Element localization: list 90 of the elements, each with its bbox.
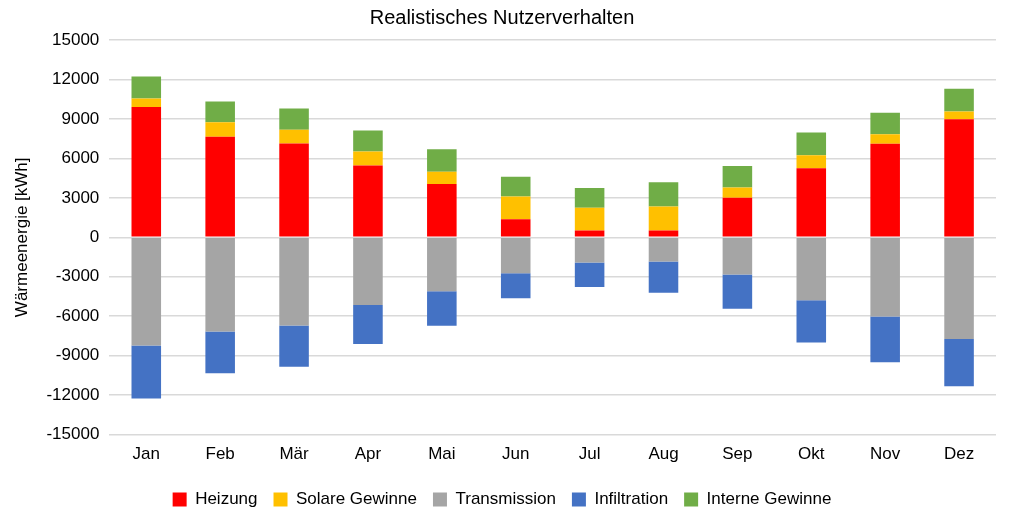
bar bbox=[648, 182, 679, 207]
bar bbox=[796, 132, 827, 156]
bar bbox=[574, 262, 605, 288]
bar bbox=[353, 151, 383, 166]
bar bbox=[870, 143, 900, 237]
bar bbox=[353, 305, 383, 345]
bar bbox=[205, 238, 235, 332]
bar bbox=[131, 345, 162, 399]
bar bbox=[722, 187, 753, 198]
y-tick-label: -15000 bbox=[46, 424, 100, 444]
legend-label: Heizung bbox=[195, 489, 258, 509]
x-tick-label: Mär bbox=[279, 444, 310, 464]
bar bbox=[500, 219, 531, 237]
bar bbox=[648, 261, 679, 293]
x-tick-label: Apr bbox=[354, 444, 382, 464]
bar bbox=[500, 273, 531, 299]
bar bbox=[500, 196, 531, 220]
x-tick-label: Mai bbox=[428, 444, 456, 464]
bar bbox=[131, 98, 162, 108]
bar bbox=[870, 316, 900, 363]
bar bbox=[574, 230, 605, 237]
y-tick-label: 12000 bbox=[52, 69, 100, 89]
bar bbox=[722, 197, 753, 237]
bar bbox=[870, 238, 900, 317]
bar bbox=[205, 101, 235, 123]
y-tick-label: -9000 bbox=[55, 345, 100, 365]
bar bbox=[205, 122, 235, 137]
x-tick-label: Okt bbox=[798, 444, 825, 464]
bar bbox=[427, 183, 457, 237]
y-tick-label: -12000 bbox=[46, 384, 100, 404]
bar bbox=[870, 134, 900, 144]
bar bbox=[574, 207, 605, 231]
x-tick-label: Nov bbox=[870, 444, 901, 464]
bar bbox=[796, 168, 827, 237]
x-tick-label: Aug bbox=[648, 444, 679, 464]
bar bbox=[279, 325, 309, 367]
bar bbox=[427, 238, 457, 292]
bar bbox=[131, 76, 162, 99]
bar bbox=[574, 238, 605, 263]
bar bbox=[131, 238, 162, 346]
bar bbox=[427, 291, 457, 326]
legend-label: Solare Gewinne bbox=[296, 489, 417, 509]
y-tick-label: 15000 bbox=[52, 29, 100, 49]
bar bbox=[796, 155, 827, 169]
bar bbox=[205, 331, 235, 374]
y-tick-label: 6000 bbox=[61, 148, 100, 168]
bar bbox=[944, 111, 974, 120]
bar bbox=[353, 165, 383, 237]
bar bbox=[279, 108, 309, 130]
bar bbox=[353, 130, 383, 152]
bar bbox=[944, 338, 974, 387]
y-axis-title: Wärmeenergie [kWh] bbox=[11, 157, 31, 318]
x-tick-label: Jan bbox=[132, 444, 160, 464]
y-tick-label: 9000 bbox=[61, 108, 100, 128]
bar bbox=[722, 238, 753, 275]
bar bbox=[131, 107, 162, 237]
y-tick-label: 0 bbox=[89, 226, 100, 246]
bar bbox=[279, 238, 309, 326]
bar bbox=[279, 129, 309, 144]
x-tick-label: Feb bbox=[205, 444, 235, 464]
bar bbox=[648, 206, 679, 231]
bar bbox=[722, 274, 753, 309]
y-tick-label: -6000 bbox=[55, 305, 100, 325]
x-tick-label: Jul bbox=[578, 444, 601, 464]
bar bbox=[870, 112, 900, 135]
legend-label: Transmission bbox=[455, 489, 556, 509]
bar bbox=[500, 176, 531, 197]
legend-label: Interne Gewinne bbox=[706, 489, 832, 509]
bar bbox=[427, 149, 457, 172]
bar bbox=[944, 88, 974, 112]
x-tick-label: Dez bbox=[943, 444, 975, 464]
bar bbox=[574, 187, 605, 208]
bar bbox=[796, 300, 827, 343]
y-tick-label: 3000 bbox=[61, 187, 100, 207]
bar bbox=[427, 171, 457, 184]
bar bbox=[353, 238, 383, 306]
x-tick-label: Jun bbox=[502, 444, 530, 464]
y-tick-label: -3000 bbox=[55, 266, 100, 286]
chart-title: Realistisches Nutzerverhalten bbox=[369, 5, 635, 28]
bar bbox=[648, 230, 679, 237]
bar bbox=[722, 165, 753, 188]
bar bbox=[205, 136, 235, 237]
bar bbox=[796, 238, 827, 301]
bar bbox=[944, 119, 974, 237]
x-tick-label: Sep bbox=[722, 444, 753, 464]
bar bbox=[944, 238, 974, 339]
bar bbox=[648, 238, 679, 262]
bar bbox=[279, 143, 309, 237]
legend-label: Infiltration bbox=[594, 489, 669, 509]
bar bbox=[500, 238, 531, 274]
